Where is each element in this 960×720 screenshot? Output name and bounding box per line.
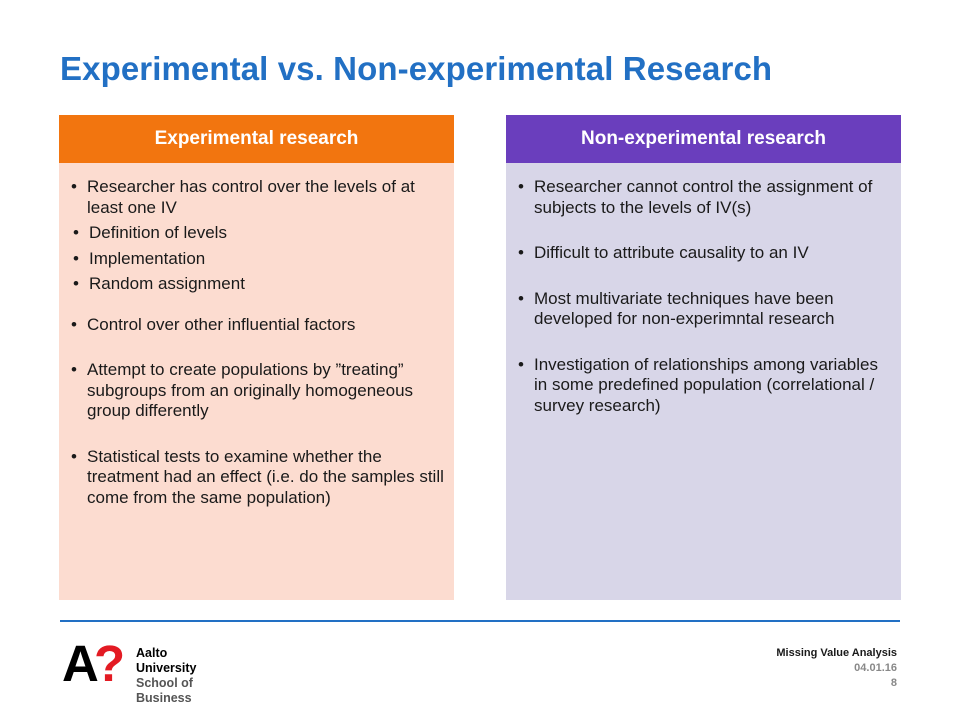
bullet-text: Researcher has control over the levels o…	[87, 177, 415, 217]
logo-letter: A	[62, 635, 99, 692]
list-item: Statistical tests to examine whether the…	[71, 447, 444, 509]
slide-title: Experimental vs. Non-experimental Resear…	[60, 50, 773, 87]
experimental-research-panel: Experimental research Researcher has con…	[59, 115, 454, 600]
school-label: School of Business	[136, 676, 193, 705]
list-item: Investigation of relationships among var…	[518, 355, 891, 417]
footer-divider	[60, 620, 900, 622]
list-item: Researcher cannot control the assignment…	[518, 177, 891, 218]
sub-list-item: Implementation	[73, 249, 444, 270]
list-item: Difficult to attribute causality to an I…	[518, 243, 891, 264]
logo-question-mark: ?	[94, 635, 126, 692]
page-number: 8	[890, 677, 897, 689]
list-item: Attempt to create populations by ”treati…	[71, 360, 444, 422]
sub-bullet-list: Definition of levels Implementation Rand…	[73, 223, 444, 295]
list-item: Most multivariate techniques have been d…	[518, 289, 891, 330]
non-experimental-research-panel: Non-experimental research Researcher can…	[506, 115, 901, 600]
university-name: Aalto University	[136, 646, 197, 675]
lecture-title: Missing Value Analysis	[776, 647, 897, 659]
non-experimental-panel-header: Non-experimental research	[506, 115, 901, 163]
list-item: Researcher has control over the levels o…	[71, 177, 444, 295]
footer-info: Missing Value Analysis 04.01.16 8	[776, 646, 897, 691]
non-experimental-bullet-list: Researcher cannot control the assignment…	[506, 163, 901, 416]
list-item: Control over other influential factors	[71, 315, 444, 336]
experimental-panel-header: Experimental research	[59, 115, 454, 163]
school-name: Aalto University School of Business	[136, 646, 196, 706]
slide-date: 04.01.16	[854, 662, 897, 674]
sub-list-item: Definition of levels	[73, 223, 444, 244]
sub-list-item: Random assignment	[73, 274, 444, 295]
experimental-bullet-list: Researcher has control over the levels o…	[59, 163, 454, 508]
